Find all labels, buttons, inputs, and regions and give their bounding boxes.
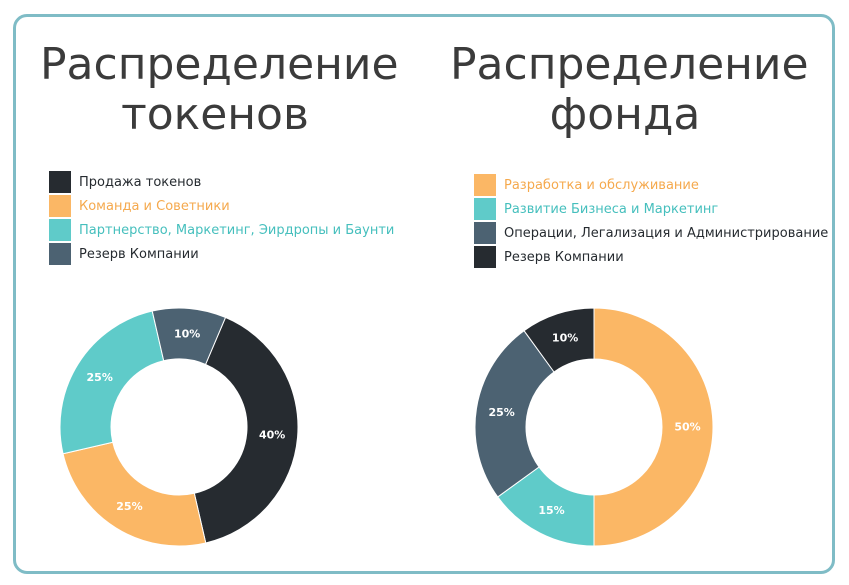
donut-slice bbox=[59, 310, 165, 455]
legend-swatch bbox=[474, 222, 496, 244]
legend-label: Команда и Советники bbox=[79, 198, 230, 214]
legend-item: Партнерство, Маркетинг, Эирдропы и Баунт… bbox=[49, 218, 394, 242]
legend-item: Развитие Бизнеса и Маркетинг bbox=[474, 197, 828, 221]
legend-swatch bbox=[474, 174, 496, 196]
slice-percent-label: 15% bbox=[538, 504, 564, 517]
legend-swatch bbox=[49, 219, 71, 241]
legend-label: Продажа токенов bbox=[79, 174, 202, 190]
donut-slice bbox=[474, 330, 555, 498]
slice-percent-label: 25% bbox=[488, 406, 514, 419]
legend-label: Операции, Легализация и Администрировани… bbox=[504, 225, 829, 241]
legend-swatch bbox=[49, 195, 71, 217]
slice-percent-label: 25% bbox=[116, 500, 142, 513]
legend-item: Резерв Компании bbox=[49, 242, 394, 266]
fund-chart-title: Распределение фонда bbox=[450, 39, 809, 140]
slice-percent-label: 10% bbox=[174, 327, 200, 340]
legend-swatch bbox=[474, 198, 496, 220]
legend-label: Развитие Бизнеса и Маркетинг bbox=[504, 201, 719, 217]
legend-item: Команда и Советники bbox=[49, 194, 394, 218]
slice-percent-label: 50% bbox=[674, 421, 700, 434]
legend-swatch bbox=[49, 243, 71, 265]
legend-item: Продажа токенов bbox=[49, 170, 394, 194]
token-chart-title: Распределение токенов bbox=[40, 39, 399, 140]
legend-label: Разработка и обслуживание bbox=[504, 177, 699, 193]
legend-label: Резерв Компании bbox=[504, 249, 624, 265]
donut-slice bbox=[193, 316, 299, 544]
token-chart-legend: Продажа токенов Команда и Советники Парт… bbox=[49, 170, 394, 266]
legend-label: Резерв Компании bbox=[79, 246, 199, 262]
fund-chart-legend: Разработка и обслуживание Развитие Бизне… bbox=[474, 173, 828, 269]
slice-percent-label: 40% bbox=[259, 429, 285, 442]
legend-item: Резерв Компании bbox=[474, 245, 828, 269]
legend-item: Разработка и обслуживание bbox=[474, 173, 828, 197]
legend-swatch bbox=[49, 171, 71, 193]
donut-slice bbox=[523, 307, 595, 373]
slice-percent-label: 25% bbox=[87, 371, 113, 384]
donut-slice bbox=[62, 441, 207, 547]
legend-item: Операции, Легализация и Администрировани… bbox=[474, 221, 828, 245]
slice-percent-label: 10% bbox=[552, 332, 578, 345]
donut-slice bbox=[151, 307, 227, 366]
donut-slice bbox=[593, 307, 714, 547]
legend-label: Партнерство, Маркетинг, Эирдропы и Баунт… bbox=[79, 222, 395, 238]
legend-swatch bbox=[474, 246, 496, 268]
